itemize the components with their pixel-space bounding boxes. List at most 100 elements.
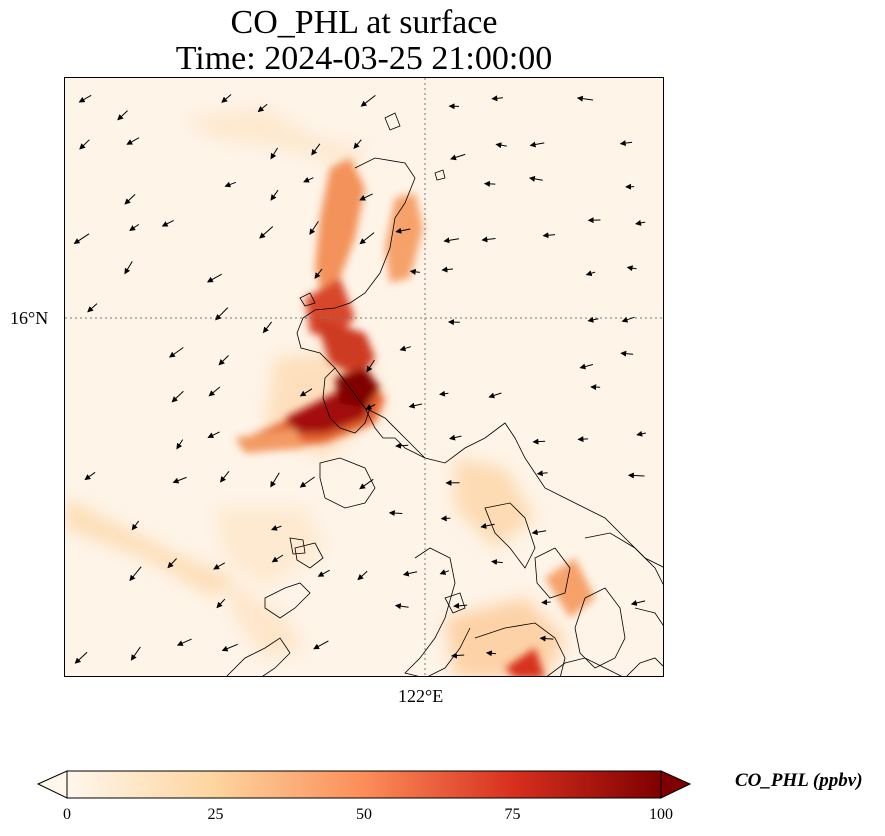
colorbar	[36, 770, 692, 799]
coastlines	[226, 112, 663, 676]
wind-arrow	[453, 602, 468, 609]
wind-arrow	[630, 600, 646, 606]
wind-arrow	[353, 139, 362, 149]
wind-arrow	[208, 386, 221, 397]
colorbar-tick-label: 100	[649, 806, 673, 823]
longitude-tick-label: 122°E	[398, 686, 444, 706]
wind-arrow	[626, 265, 637, 272]
map-title: CO_PHL at surface	[230, 4, 498, 41]
wind-arrow	[124, 194, 136, 205]
wind-arrow	[359, 193, 373, 201]
wind-arrow	[221, 643, 238, 652]
colorbar-tick-label: 50	[356, 806, 372, 823]
wind-arrow	[529, 141, 545, 148]
wind-arrow	[317, 569, 330, 577]
wind-arrow	[491, 95, 503, 102]
wind-arrow	[532, 438, 546, 445]
wind-arrow	[495, 142, 507, 149]
wind-arrow	[485, 650, 496, 657]
wind-arrow	[129, 566, 142, 582]
wind-arrow	[587, 316, 599, 323]
wind-arrow	[168, 347, 184, 358]
wind-arrow	[619, 140, 633, 147]
wind-arrow	[221, 94, 232, 103]
colorbar-high-extend	[660, 770, 692, 799]
wind-arrow	[627, 472, 645, 479]
wind-arrow	[366, 359, 375, 373]
wind-arrow	[262, 321, 272, 334]
wind-arrow	[542, 232, 556, 239]
wind-arrow	[449, 434, 462, 441]
wind-arrow	[409, 268, 420, 275]
wind-arrow	[483, 180, 496, 187]
wind-arrow	[585, 270, 596, 277]
wind-arrow	[450, 153, 466, 161]
wind-arrow	[126, 137, 140, 145]
wind-arrow	[577, 436, 589, 443]
wind-arrow	[313, 640, 329, 650]
wind-arrow	[399, 345, 411, 352]
wind-arrow	[440, 515, 451, 522]
wind-arrow	[78, 94, 92, 103]
wind-arrow	[450, 652, 465, 659]
wind-arrow	[218, 355, 229, 366]
wind-arrow	[621, 316, 635, 323]
wind-arrow	[359, 232, 375, 245]
colorbar-tick-label: 0	[63, 806, 71, 823]
map-panel	[64, 77, 664, 677]
colorbar-gradient	[66, 770, 662, 799]
wind-vectors	[73, 94, 647, 664]
wind-arrow	[360, 95, 376, 107]
wind-arrow	[259, 226, 274, 239]
co-concentration-map	[65, 78, 663, 676]
wind-arrow	[541, 599, 551, 606]
wind-arrow	[117, 110, 128, 121]
wind-arrow	[131, 520, 140, 531]
wind-arrow	[73, 233, 90, 244]
wind-arrow	[299, 388, 313, 397]
wind-arrow	[270, 147, 279, 160]
wind-arrow	[481, 236, 496, 243]
wind-arrow	[257, 103, 268, 113]
wind-arrow	[635, 219, 646, 226]
latitude-tick-label: 16°N	[10, 308, 49, 328]
wind-arrow	[87, 303, 98, 313]
wind-arrow	[303, 177, 314, 183]
wind-arrow	[491, 559, 503, 565]
wind-arrow	[579, 363, 594, 370]
colorbar-unit-label: CO_PHL (ppbv)	[735, 770, 863, 791]
wind-arrow	[129, 223, 140, 231]
wind-arrow	[79, 139, 90, 150]
wind-arrow	[443, 237, 459, 244]
wind-arrow	[224, 181, 237, 188]
wind-arrow	[408, 402, 423, 409]
wind-arrow	[531, 529, 547, 536]
wind-arrow	[176, 638, 192, 646]
wind-arrow	[219, 470, 230, 483]
wind-arrow	[216, 598, 226, 609]
wind-arrow	[270, 472, 280, 488]
wind-arrow	[213, 562, 226, 570]
colorbar-tick-label: 25	[207, 806, 224, 823]
wind-arrow	[636, 430, 647, 437]
wind-arrow	[84, 471, 96, 481]
wind-arrow	[299, 476, 315, 488]
wind-arrow	[311, 143, 321, 156]
wind-arrow	[314, 268, 323, 279]
wind-arrow	[176, 439, 184, 450]
wind-arrow	[359, 478, 374, 490]
wind-arrow	[576, 95, 594, 102]
wind-arrow	[309, 221, 319, 235]
wind-arrow	[124, 261, 133, 275]
wind-arrow	[388, 510, 403, 517]
wind-arrow	[161, 219, 174, 227]
wind-arrow	[394, 603, 409, 610]
wind-arrow	[539, 635, 554, 642]
wind-arrow	[215, 307, 229, 321]
wind-arrow	[528, 175, 543, 182]
wind-arrow	[488, 392, 502, 399]
wind-arrow	[480, 522, 495, 529]
wind-arrow	[167, 558, 177, 569]
wind-arrow	[270, 525, 282, 531]
wind-arrow	[402, 570, 418, 577]
